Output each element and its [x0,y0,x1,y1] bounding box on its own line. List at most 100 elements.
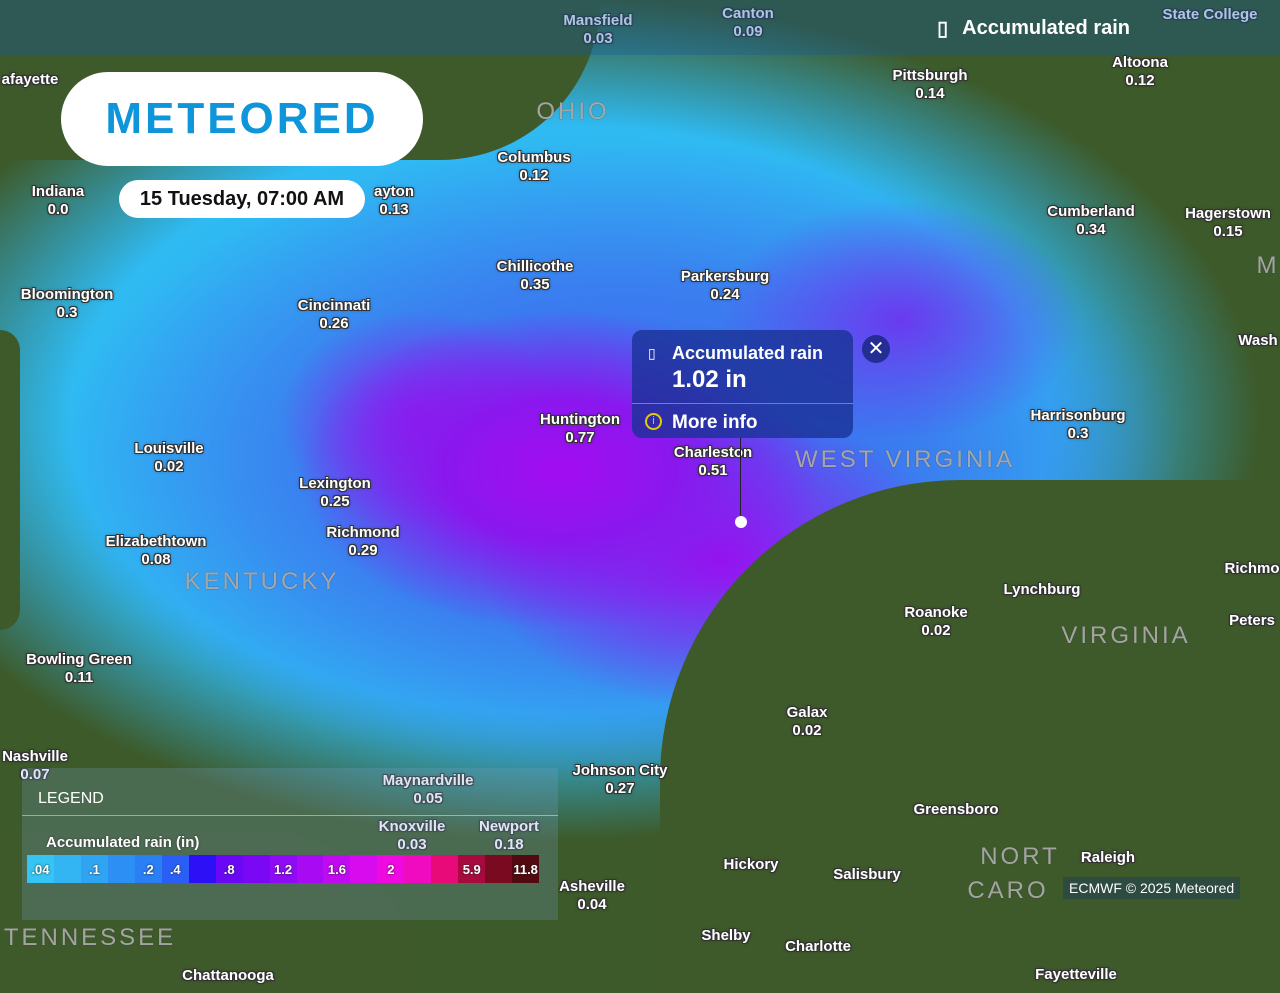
city-rain-value: 0.04 [577,896,607,913]
city-label[interactable]: Wash [1238,332,1277,350]
city-label[interactable]: Canton 0.09 [722,5,774,41]
city-label[interactable]: Chattanooga [182,967,274,985]
city-label[interactable]: Bowling Green 0.11 [26,651,132,687]
city-label[interactable]: Pittsburgh 0.14 [893,67,968,103]
city-label[interactable]: Roanoke 0.02 [904,604,967,640]
legend-swatch [485,855,513,883]
city-label[interactable]: Hagerstown 0.15 [1185,205,1271,241]
city-label[interactable]: Shelby [701,927,750,945]
city-rain-value: 0.34 [1076,221,1106,238]
legend-swatch [188,855,216,883]
city-name: ayton [373,183,415,200]
city-label[interactable]: Huntington 0.77 [540,411,620,447]
city-label[interactable]: Parkersburg 0.24 [681,268,769,304]
city-name: Charleston [673,444,753,461]
legend: LEGEND Accumulated rain (in) .04 .1 .2.4 .8… [22,768,558,920]
city-label[interactable]: Maynardville 0.05 [383,772,474,808]
city-label[interactable]: Nashville 0.07 [2,748,68,784]
forecast-datetime[interactable]: 15 Tuesday, 07:00 AM [119,180,365,218]
city-rain-value: 0.35 [520,276,550,293]
city-label[interactable]: Salisbury [833,866,901,884]
city-name: Fayetteville [1035,966,1117,983]
city-label[interactable]: Richmo [1224,560,1279,578]
city-rain-value: 0.0 [47,201,69,218]
city-rain-value: 0.02 [792,722,822,739]
city-name: Hickory [723,856,779,873]
city-rain-value: 0.51 [698,462,728,479]
city-label[interactable]: Peters [1229,612,1275,630]
city-rain-value: 0.02 [921,622,951,639]
city-label[interactable]: Chillicothe 0.35 [497,258,574,294]
city-name: Pittsburgh [892,67,968,84]
city-name: Bowling Green [26,651,132,668]
city-rain-value: 0.03 [583,30,613,47]
info-icon[interactable]: i [645,413,662,430]
city-label[interactable]: Lynchburg [1004,581,1081,599]
city-name: afayette [1,71,59,88]
legend-swatch: .2 [134,855,162,883]
city-label[interactable]: Galax 0.02 [787,704,828,740]
city-label[interactable]: Bloomington 0.3 [21,286,113,322]
meteored-logo[interactable]: METEORED [61,72,423,166]
city-label[interactable]: Fayetteville [1035,966,1117,984]
city-label[interactable]: Newport 0.18 [479,818,539,854]
city-label[interactable]: Elizabethtown 0.08 [106,533,207,569]
city-label[interactable]: Columbus 0.12 [497,149,570,185]
city-label[interactable]: Richmond 0.29 [326,524,399,560]
city-label[interactable]: Knoxville 0.03 [379,818,446,854]
city-label[interactable]: Cincinnati 0.26 [298,297,371,333]
city-name: Altoona [1112,54,1168,71]
legend-swatch: .8 [215,855,243,883]
city-label[interactable]: Charleston 0.51 [674,444,752,480]
legend-subtitle: Accumulated rain (in) [46,834,200,851]
city-rain-value: 0.05 [413,790,443,807]
city-label[interactable]: Asheville 0.04 [559,878,625,914]
rain-gauge-icon: ▯ [648,345,656,361]
city-rain-value: 0.24 [710,286,740,303]
city-rain-value: 0.18 [494,836,524,853]
city-label[interactable]: Charlotte [785,938,851,956]
city-rain-value: 0.27 [605,780,635,797]
credit: ECMWF © 2025 Meteored [1063,877,1241,899]
city-rain-value: 0.29 [348,542,378,559]
legend-swatch [107,855,135,883]
logo-text: METEORED [105,94,379,143]
city-label[interactable]: Greensboro [913,801,998,819]
city-label[interactable]: Mansfield 0.03 [563,12,632,48]
legend-swatch: 5.9 [458,855,486,883]
state-label: M [1256,252,1280,279]
rain-gauge-icon: ▯ [937,18,949,40]
legend-swatch [404,855,432,883]
city-label[interactable]: Harrisonburg 0.3 [1030,407,1125,443]
state-label: WEST VIRGINIA [795,446,1015,473]
city-label[interactable]: ayton 0.13 [374,183,414,219]
legend-swatch [242,855,270,883]
state-label: NORT [980,843,1060,870]
more-info-link[interactable]: More info [672,412,758,433]
city-label[interactable]: Raleigh [1081,849,1135,867]
location-pin[interactable] [735,516,747,528]
city-label[interactable]: Cumberland 0.34 [1047,203,1135,239]
city-rain-value: 0.3 [56,304,78,321]
legend-title[interactable]: LEGEND [38,790,104,807]
city-name: Lynchburg [1003,581,1081,598]
city-label[interactable]: Indiana 0.0 [32,183,85,219]
city-label[interactable]: Johnson City 0.27 [572,762,667,798]
city-label[interactable]: Louisville 0.02 [134,440,203,476]
close-icon[interactable]: ✕ [862,335,890,363]
city-name: Newport [479,818,539,835]
city-name: Lexington [299,475,371,492]
city-label[interactable]: afayette [2,71,59,89]
city-label[interactable]: Hickory [723,856,778,874]
city-label[interactable]: Lexington 0.25 [299,475,371,511]
city-name: Greensboro [913,801,999,818]
city-label[interactable]: State College [1162,6,1257,24]
city-rain-value: 0.14 [915,85,945,102]
city-name: Chattanooga [182,967,274,984]
city-name: Roanoke [904,604,968,621]
city-name: Asheville [559,878,625,895]
city-label[interactable]: Altoona 0.12 [1112,54,1168,90]
city-rain-value: 0.07 [20,766,50,783]
legend-swatch: 1.6 [323,855,351,883]
